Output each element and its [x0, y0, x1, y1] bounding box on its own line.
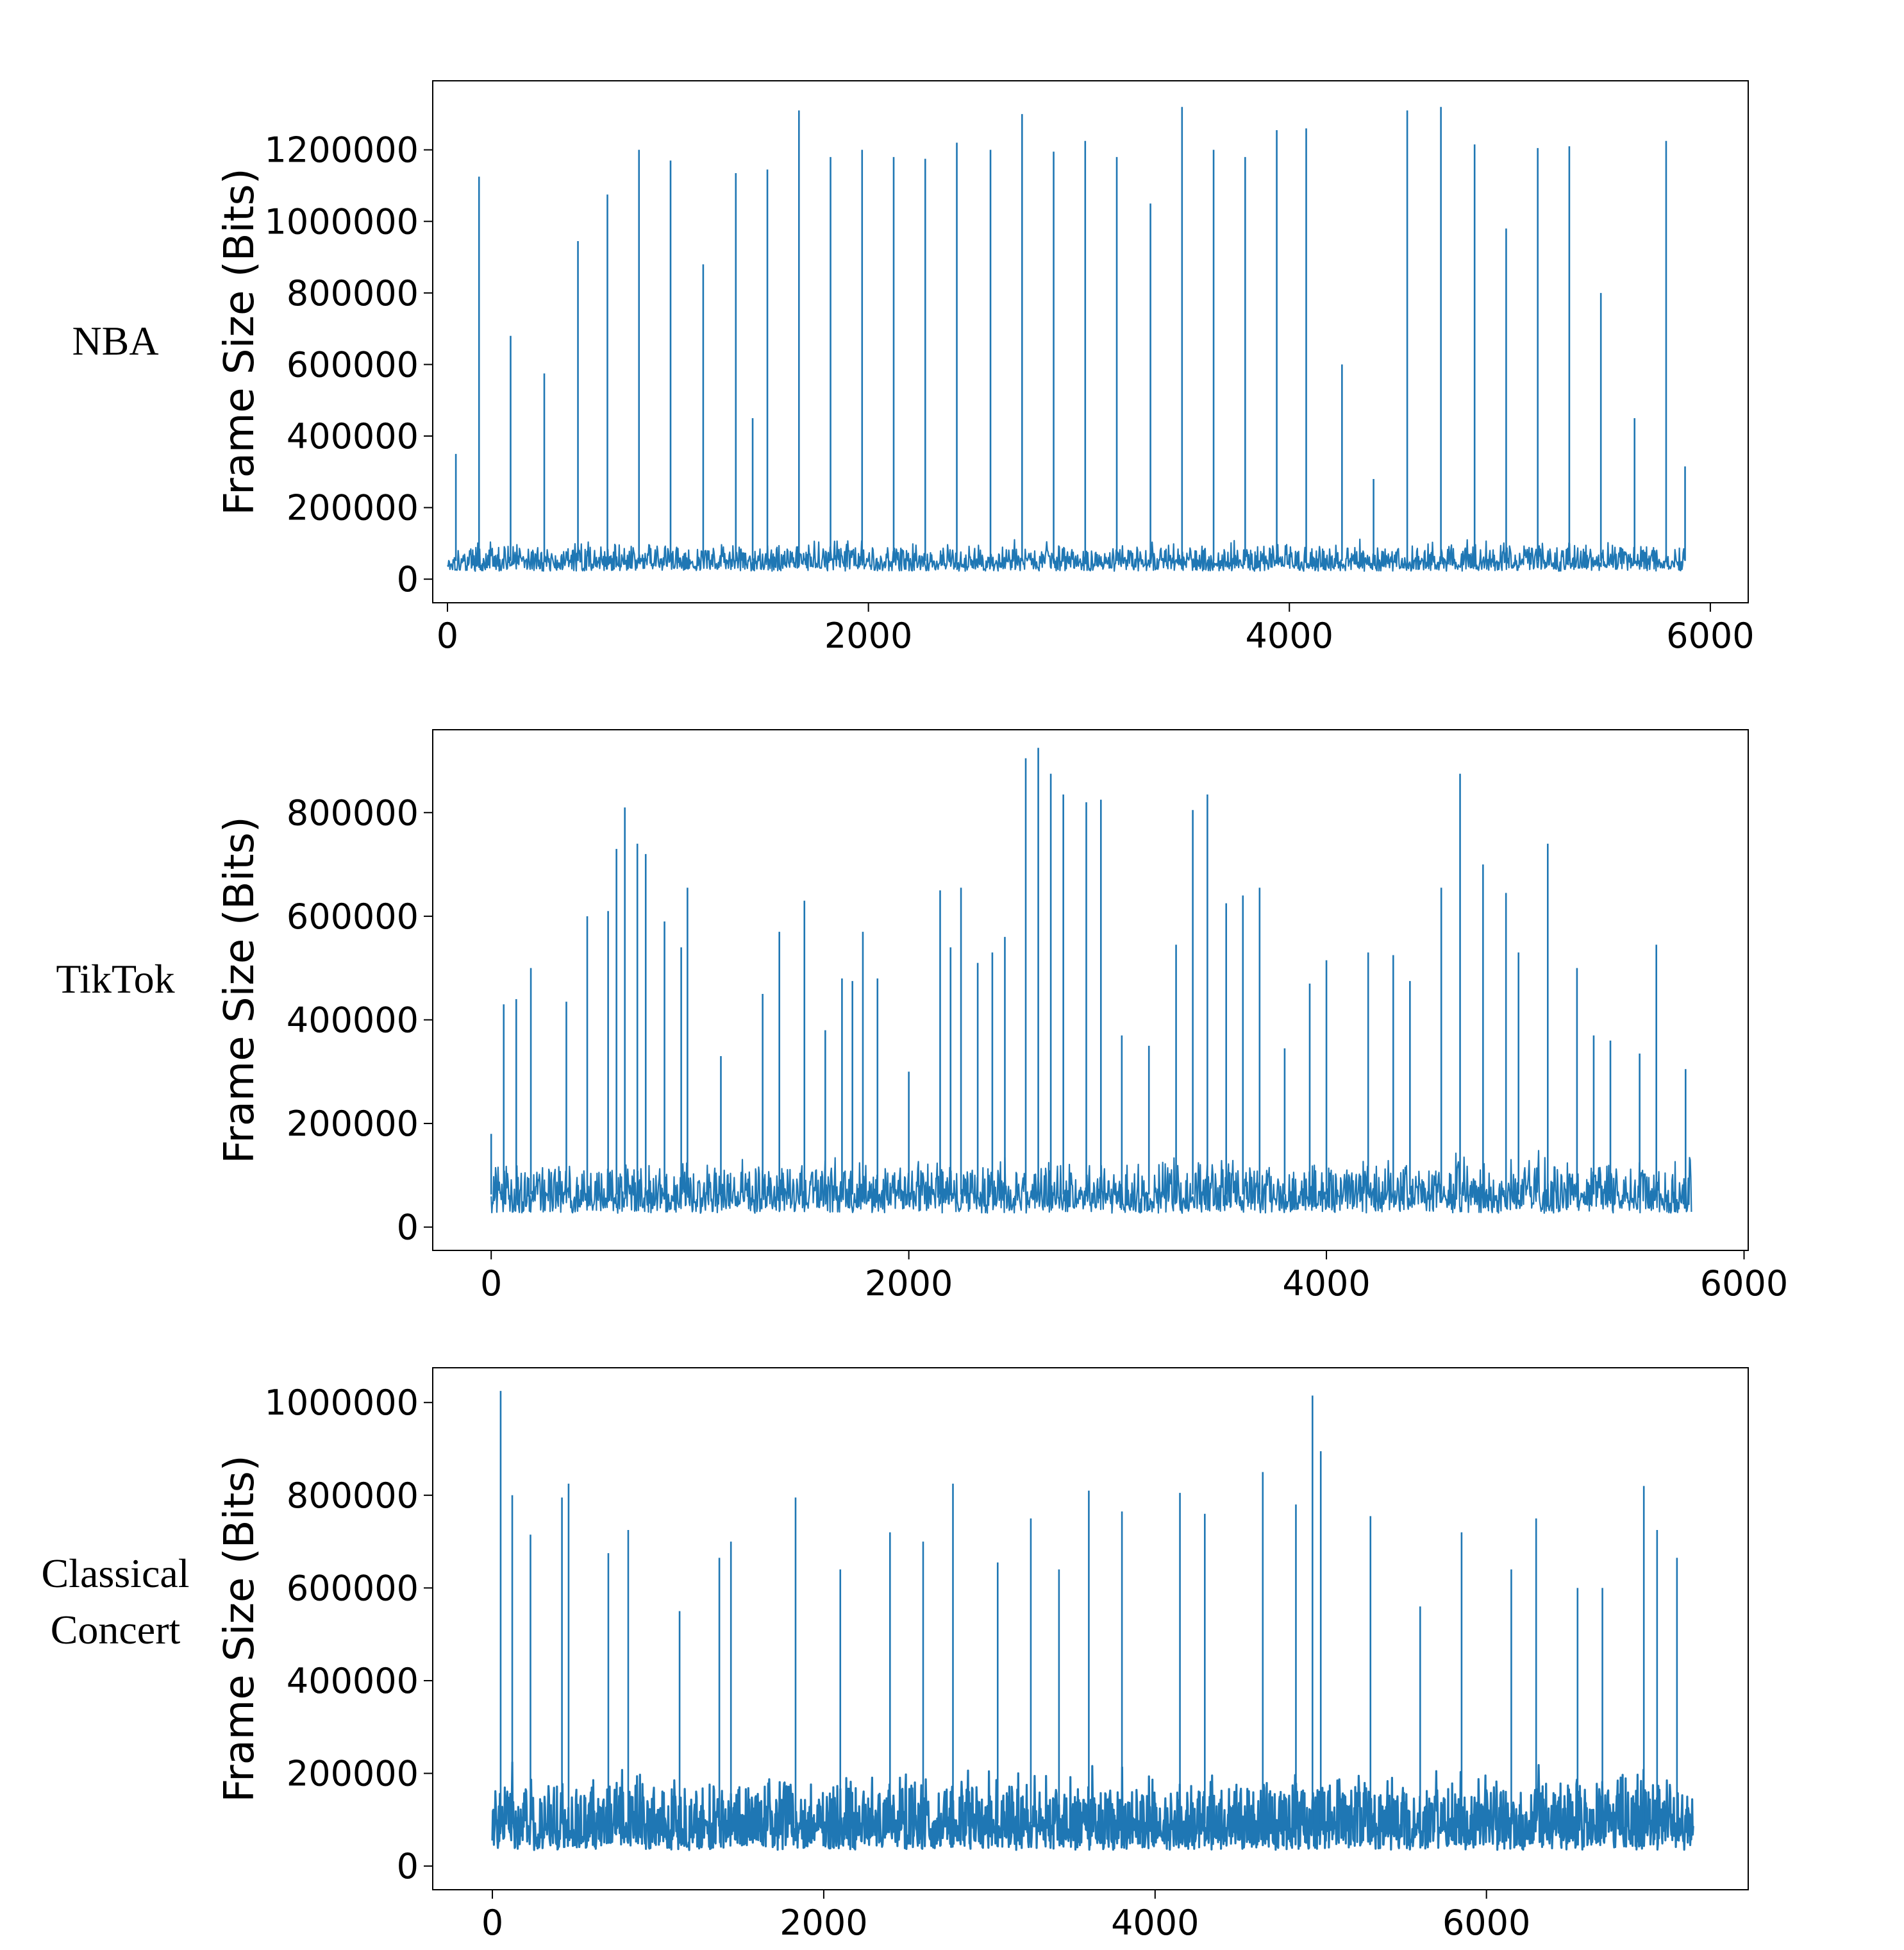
- y-tick-label: 600000: [287, 1568, 419, 1608]
- x-tick-label: 2000: [824, 616, 912, 656]
- chart-panel-0: 0 2000 4000 6000 0 200000 400000 600000 800000 10…: [216, 80, 1755, 656]
- y-tick-label: 1200000: [265, 130, 419, 171]
- y-tick-label: 800000: [287, 273, 419, 314]
- row-label-classical-concert: Classical Concert: [41, 1551, 190, 1652]
- y-tick-label: 400000: [287, 1661, 419, 1701]
- series-line-baseline: [491, 1761, 1694, 1851]
- y-tick-label: 0: [397, 559, 419, 600]
- y-tick-label: 200000: [287, 1754, 419, 1794]
- x-tick-label: 2000: [865, 1263, 953, 1304]
- y-tick-label: 400000: [287, 416, 419, 457]
- x-tick-label: 4000: [1246, 616, 1333, 656]
- y-tick-label: 600000: [287, 896, 419, 937]
- x-tick-label: 4000: [1111, 1903, 1199, 1943]
- y-tick-label: 800000: [287, 793, 419, 833]
- y-axis-label: Frame Size (Bits): [216, 816, 263, 1164]
- y-tick-label: 800000: [287, 1475, 419, 1516]
- y-axis-label: Frame Size (Bits): [216, 168, 263, 516]
- x-tick-label: 6000: [1700, 1263, 1788, 1304]
- chart-panel-1: 0 2000 4000 6000 0 200000 400000 600000 800000 Fr…: [216, 729, 1788, 1304]
- x-tick-label: 6000: [1442, 1903, 1530, 1943]
- x-tick-label: 6000: [1666, 616, 1754, 656]
- y-tick-label: 0: [397, 1207, 419, 1248]
- y-tick-label: 200000: [287, 1104, 419, 1144]
- row-label-tiktok: TikTok: [56, 956, 175, 1002]
- y-tick-label: 1000000: [265, 201, 419, 242]
- y-tick-label: 200000: [287, 488, 419, 528]
- x-tick-label: 0: [481, 1903, 503, 1943]
- y-tick-label: 400000: [287, 1000, 419, 1040]
- y-tick-label: 1000000: [265, 1383, 419, 1423]
- x-tick-label: 4000: [1282, 1263, 1370, 1304]
- chart-panel-2: 0 2000 4000 6000 0 200000 400000 600000 800000 10…: [216, 1367, 1749, 1943]
- x-tick-label: 2000: [780, 1903, 867, 1943]
- x-tick-label: 0: [437, 616, 458, 656]
- series-line-baseline: [447, 538, 1686, 572]
- axes-frame: [432, 729, 1749, 1251]
- y-tick-label: 600000: [287, 344, 419, 385]
- axes-frame: [432, 1367, 1749, 1890]
- y-tick-label: 0: [397, 1846, 419, 1887]
- axes-frame: [432, 80, 1749, 603]
- row-label-nba: NBA: [72, 318, 159, 364]
- y-axis-label: Frame Size (Bits): [216, 1455, 263, 1803]
- x-tick-label: 0: [480, 1263, 502, 1304]
- series-line-baseline: [490, 1150, 1692, 1214]
